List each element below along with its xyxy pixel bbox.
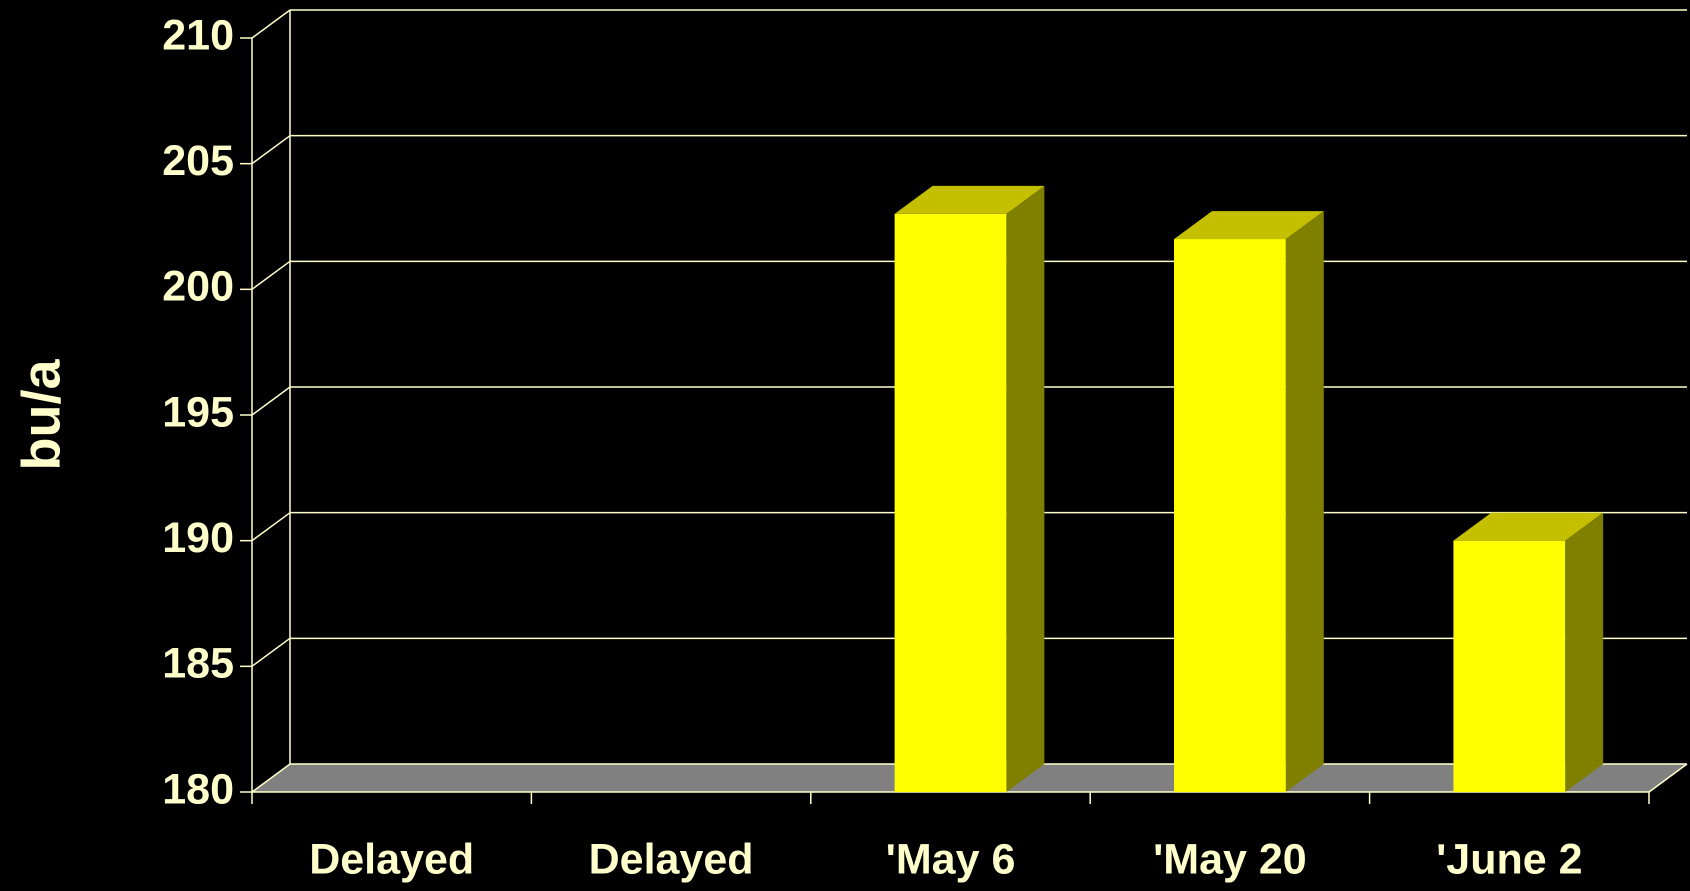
y-tick-label: 185 [162, 640, 234, 688]
grid-line [251, 637, 291, 667]
bar [1453, 540, 1566, 792]
bar-top [1174, 211, 1324, 240]
y-tick-label: 180 [162, 765, 234, 813]
x-tick-label: Delayed [309, 835, 474, 883]
grid-line [251, 260, 291, 290]
grid-line [251, 386, 291, 416]
y-tick-label: 195 [162, 388, 234, 436]
bar-side [1285, 211, 1324, 793]
x-tick-label: Delayed [589, 835, 754, 883]
grid-line [251, 512, 291, 542]
grid-line [251, 135, 291, 165]
grid-line [251, 9, 291, 39]
bar-side [1565, 512, 1604, 792]
bar-top [894, 185, 1045, 214]
y-tick-label: 210 [162, 11, 234, 59]
bar [1174, 239, 1286, 793]
bar-side [1006, 185, 1045, 792]
y-axis-label: bu/a [11, 359, 71, 471]
y-tick-label: 190 [162, 514, 234, 562]
bar-top [1453, 512, 1604, 541]
grid-line [251, 763, 291, 793]
x-tick-label: 'May 6 [886, 835, 1016, 883]
y-tick-label: 205 [162, 137, 234, 185]
x-tick-label: 'June 2 [1436, 835, 1582, 883]
x-tick-label: 'May 20 [1153, 835, 1307, 883]
y-tick-label: 200 [162, 263, 234, 311]
floor-edge [1648, 763, 1688, 793]
bar [894, 213, 1007, 792]
